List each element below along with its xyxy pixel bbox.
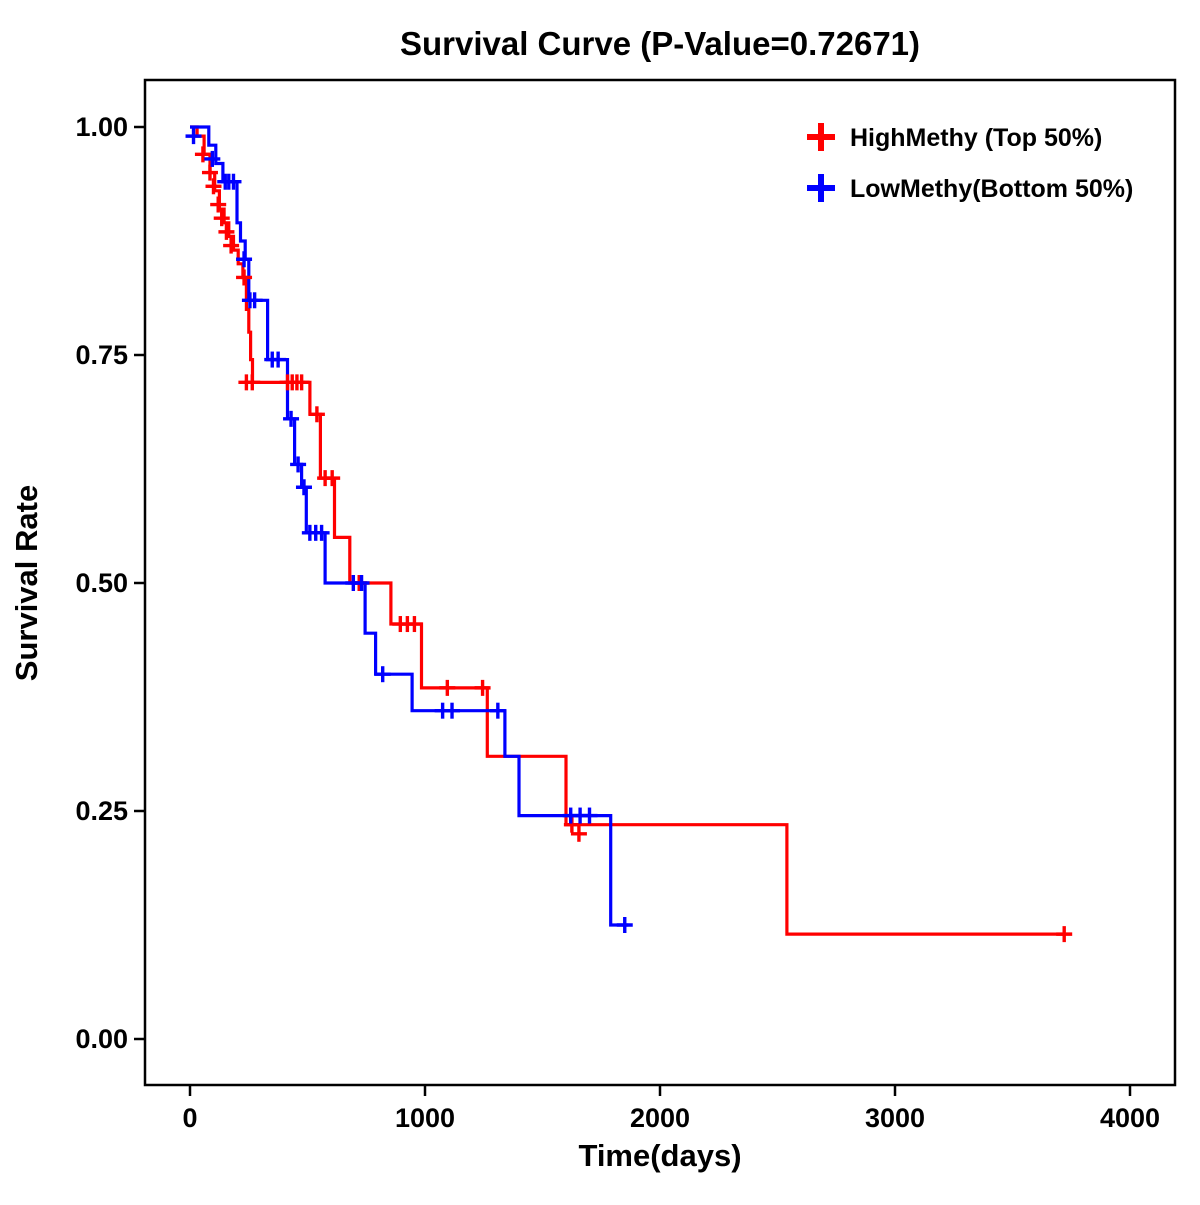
x-tick-label: 4000 bbox=[1100, 1103, 1160, 1133]
legend-item-highmethy: HighMethy (Top 50%) bbox=[807, 123, 1102, 152]
y-tick-label: 0.75 bbox=[75, 340, 128, 370]
axis-ticks: 0 1000 2000 3000 4000 0.00 0.25 0.50 0.75 1.00 bbox=[75, 112, 1160, 1133]
y-axis-label: Survival Rate bbox=[9, 485, 44, 681]
y-tick-label: 0.00 bbox=[75, 1024, 128, 1054]
y-tick-label: 0.50 bbox=[75, 568, 128, 598]
legend: HighMethy (Top 50%) LowMethy(Bottom 50%) bbox=[807, 123, 1133, 203]
legend-label-highmethy: HighMethy (Top 50%) bbox=[850, 124, 1102, 152]
censor-marks bbox=[185, 128, 1073, 943]
survival-curve-1 bbox=[190, 125, 629, 927]
chart-title: Survival Curve (P-Value=0.72671) bbox=[400, 25, 920, 62]
x-tick-label: 1000 bbox=[395, 1103, 455, 1133]
y-tick-label: 1.00 bbox=[75, 112, 128, 142]
legend-item-lowmethy: LowMethy(Bottom 50%) bbox=[807, 174, 1133, 203]
x-tick-label: 3000 bbox=[865, 1103, 925, 1133]
x-axis-label: Time(days) bbox=[578, 1138, 741, 1173]
legend-label-lowmethy: LowMethy(Bottom 50%) bbox=[850, 175, 1133, 203]
x-tick-label: 2000 bbox=[630, 1103, 690, 1133]
y-tick-label: 0.25 bbox=[75, 796, 128, 826]
x-tick-label: 0 bbox=[182, 1103, 197, 1133]
